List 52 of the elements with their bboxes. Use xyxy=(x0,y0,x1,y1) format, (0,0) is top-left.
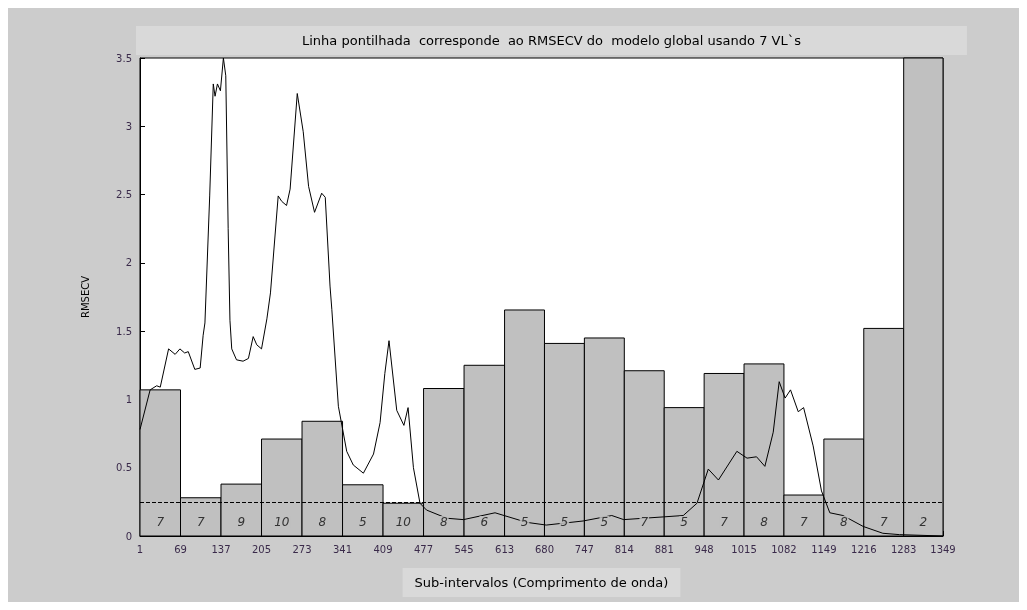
y-tick-label: 0.5 xyxy=(116,462,132,474)
y-tick-label: 2.5 xyxy=(116,189,132,201)
x-tick-label: 680 xyxy=(534,543,555,555)
x-tick-label: 69 xyxy=(174,543,187,555)
annotation: 9 xyxy=(237,515,246,529)
x-tick-label: 1149 xyxy=(811,543,837,555)
annotation: 6 xyxy=(480,515,489,529)
annotation: 8 xyxy=(439,515,448,529)
x-tick-label: 409 xyxy=(373,543,393,555)
annotation: 7 xyxy=(640,515,649,529)
x-tick-label: 1015 xyxy=(731,543,757,555)
annotation: 10 xyxy=(395,515,412,529)
x-tick-label: 1216 xyxy=(851,543,877,555)
x-tick-label: 205 xyxy=(251,543,272,555)
x-tick-label: 1283 xyxy=(890,543,917,555)
y-tick-label: 1.5 xyxy=(116,325,132,337)
x-tick-label: 137 xyxy=(211,543,231,555)
annotation: 5 xyxy=(520,515,529,529)
annotation: 5 xyxy=(600,515,609,529)
x-tick-label: 747 xyxy=(574,543,594,555)
annotation: 7 xyxy=(720,515,729,529)
annotation: 8 xyxy=(760,515,769,529)
annotation: 10 xyxy=(274,515,290,529)
annotation: 7 xyxy=(800,515,809,529)
annotation: 5 xyxy=(680,515,688,529)
x-tick-label: 881 xyxy=(654,543,674,555)
x-tick-label: 613 xyxy=(495,543,515,555)
x-tick-label: 273 xyxy=(292,543,312,555)
x-tick-label: 814 xyxy=(614,543,634,555)
x-tick-label: 341 xyxy=(332,543,353,555)
x-tick-label: 477 xyxy=(414,543,434,555)
annotation: 8 xyxy=(318,515,327,529)
annotation: 8 xyxy=(840,515,848,529)
chart-title: Linha pontilhada corresponde ao RMSECV do modelo global usando 7 VL`s xyxy=(302,33,802,48)
annotation: 2 xyxy=(919,515,928,529)
annotation: 5 xyxy=(358,515,367,529)
y-tick-label: 2 xyxy=(125,257,132,269)
y-tick-label: 3 xyxy=(125,120,132,132)
x-tick-label: 948 xyxy=(694,543,714,555)
annotation: 5 xyxy=(560,515,569,529)
y-axis-title: RMSECV xyxy=(79,275,91,319)
y-tick-label: 3.5 xyxy=(116,52,132,64)
x-axis-title: Sub-intervalos (Comprimento de onda) xyxy=(414,575,669,590)
x-tick-label: 1349 xyxy=(930,543,956,555)
annotation: 7 xyxy=(196,515,205,529)
x-tick-label: 1 xyxy=(136,543,144,555)
y-tick-label: 0 xyxy=(125,530,132,542)
x-tick-label: 545 xyxy=(454,543,474,555)
annotation: 7 xyxy=(879,515,888,529)
annotation: 7 xyxy=(156,515,165,529)
y-tick-label: 1 xyxy=(125,393,132,405)
x-tick-label: 1082 xyxy=(771,543,797,555)
